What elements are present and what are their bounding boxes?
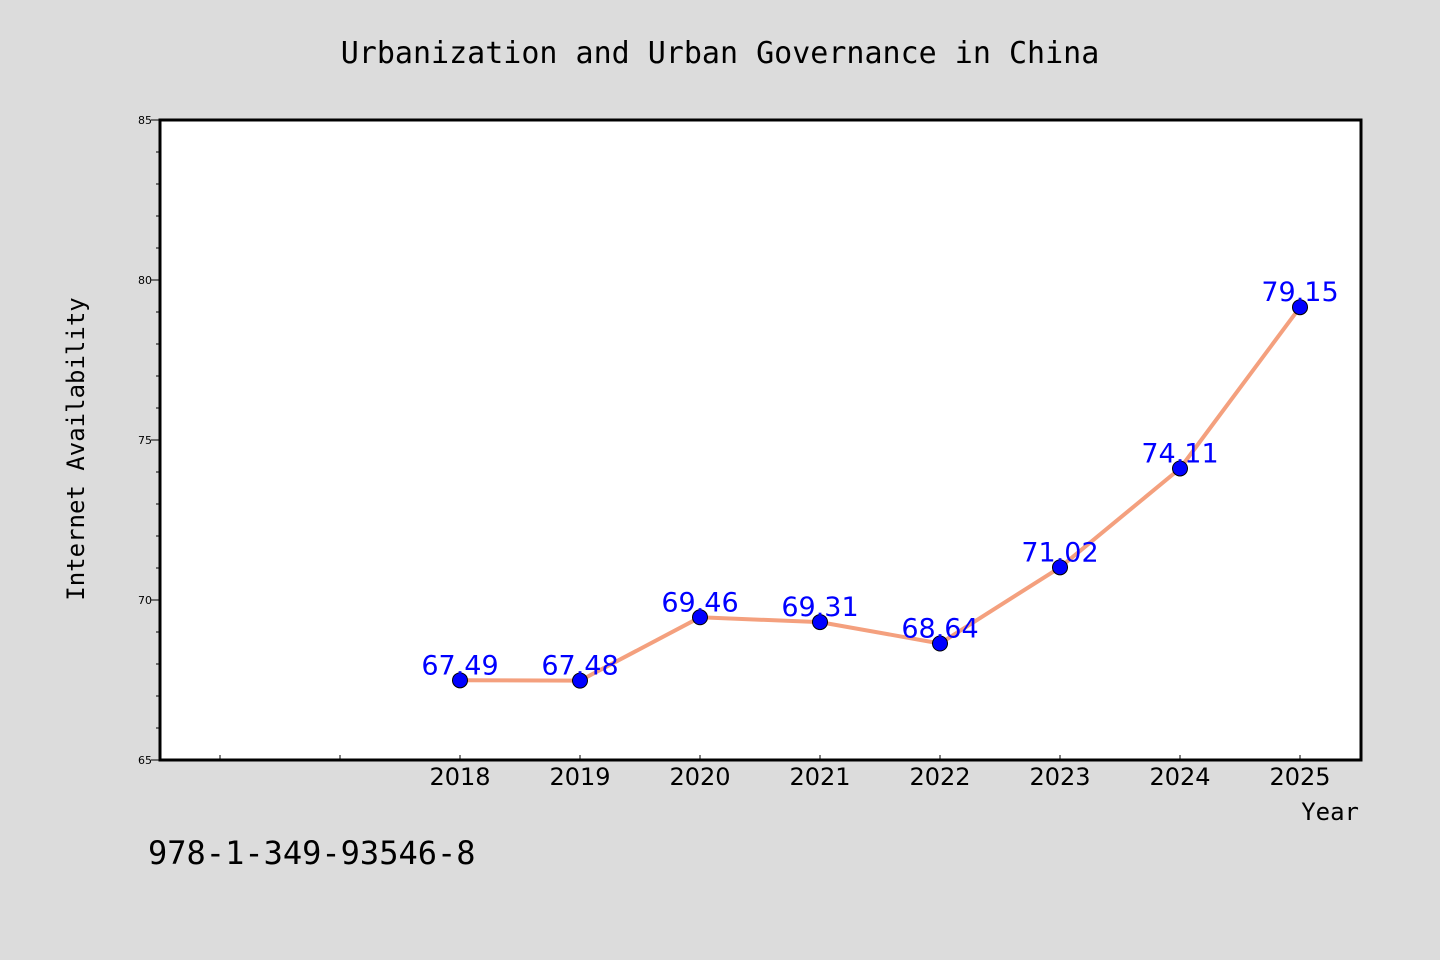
data-label: 67.49 (421, 650, 498, 681)
data-point-marker (812, 614, 828, 631)
x-tick-label: 2018 (429, 763, 490, 791)
isbn-text: 978-1-349-93546-8 (148, 834, 476, 872)
series-line (458, 305, 1302, 683)
data-label: 67.48 (541, 651, 618, 682)
data-label: 69.31 (781, 592, 858, 623)
x-tick-label: 2021 (789, 763, 850, 791)
x-tick-label: 2019 (549, 763, 610, 791)
y-axis-ticks: 65 70 75 80 85 (138, 114, 160, 767)
data-point-marker (692, 609, 708, 626)
data-label: 68.64 (901, 614, 978, 645)
data-label: 69.46 (661, 587, 738, 618)
y-tick-label: 75 (138, 434, 152, 447)
x-tick-label: 2025 (1269, 763, 1330, 791)
y-tick-label: 80 (138, 274, 152, 287)
y-tick-label: 65 (138, 754, 152, 767)
x-tick-label: 2020 (669, 763, 730, 791)
data-point-marker (572, 672, 588, 689)
data-label: 71.02 (1021, 537, 1098, 568)
data-point-marker (1052, 559, 1068, 576)
data-point-marker (1292, 299, 1308, 316)
x-tick-label: 2024 (1149, 763, 1210, 791)
x-tick-label: 2022 (909, 763, 970, 791)
data-label: 74.11 (1141, 438, 1218, 469)
data-point-marker (452, 672, 468, 689)
data-labels: 67.49 67.48 69.46 69.31 68.64 71.02 74.11 79.15 (421, 277, 1338, 681)
y-axis-label: Internet Availability (62, 297, 90, 600)
x-axis-label: Year (1301, 798, 1359, 826)
x-axis-ticks: 2018 2019 2020 2021 2022 2023 2024 2025 (219, 755, 1331, 791)
x-tick-label: 2023 (1029, 763, 1090, 791)
data-point-marker (932, 635, 948, 652)
plot-area (160, 120, 1361, 760)
plot-frame (158, 118, 1363, 762)
y-tick-label: 85 (138, 114, 152, 127)
y-tick-label: 70 (138, 594, 152, 607)
series-markers (452, 299, 1308, 689)
data-label: 79.15 (1261, 277, 1338, 308)
data-point-marker (1172, 460, 1188, 477)
chart-title: Urbanization and Urban Governance in Chi… (341, 36, 1100, 71)
